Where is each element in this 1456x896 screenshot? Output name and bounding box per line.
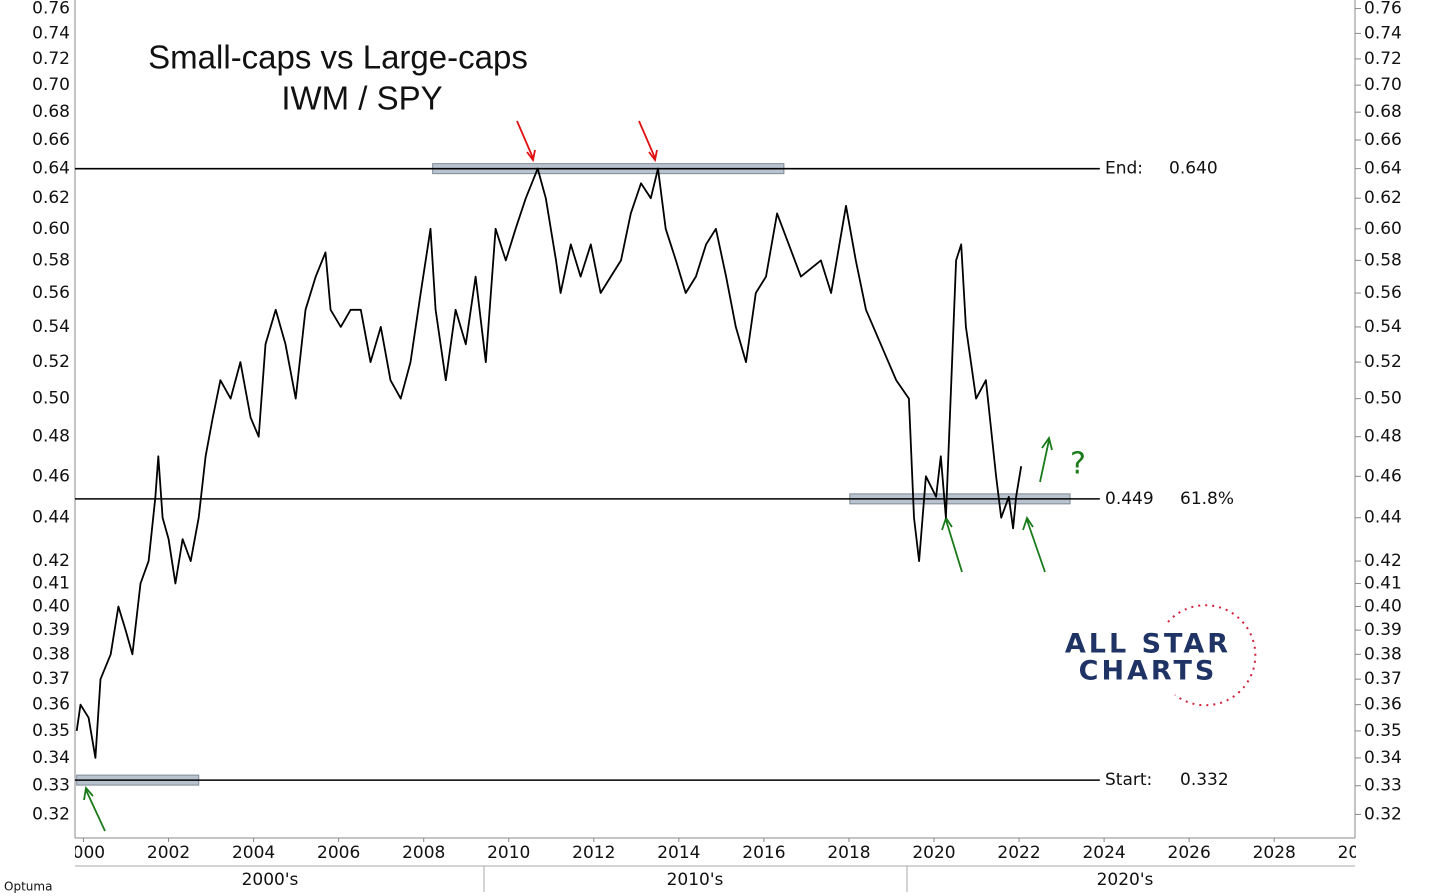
level-label: 0.640	[1169, 159, 1218, 179]
logo-text: CHARTS	[1079, 656, 1218, 687]
y-tick-label: 0.60	[32, 219, 70, 239]
level-label: Start:	[1105, 770, 1152, 790]
x-tick-label: 2012	[572, 843, 615, 863]
y2-tick-label: 0.62	[1364, 188, 1402, 208]
y2-tick-label: 0.74	[1364, 23, 1402, 43]
y2-tick-label: 0.64	[1364, 159, 1402, 179]
y-tick-label: 0.38	[32, 644, 70, 664]
y2-tick-label: 0.70	[1364, 75, 1402, 95]
arrows	[83, 120, 1053, 832]
source: Optuma	[4, 880, 52, 894]
y2-tick-label: 0.36	[1364, 695, 1402, 715]
x-tick-label: 2018	[827, 843, 870, 863]
y-tick-label: 0.52	[32, 352, 70, 372]
y2-tick-label: 0.44	[1364, 508, 1402, 528]
y2-tick-label: 0.50	[1364, 389, 1402, 409]
y2-tick-label: 0.76	[1364, 0, 1402, 19]
decade-label: 2010's	[667, 870, 724, 890]
y-tick-label: 0.58	[32, 250, 70, 270]
decade-label: 2000's	[242, 870, 299, 890]
y-tick-label: 0.76	[32, 0, 70, 19]
chart-subtitle: IWM / SPY	[281, 80, 442, 117]
chart-title: Small-caps vs Large-caps	[148, 39, 528, 76]
y-tick-label: 0.74	[32, 23, 70, 43]
y2-tick-label: 0.37	[1364, 669, 1402, 689]
y-tick-label: 0.64	[32, 159, 70, 179]
x-tick-label: 2000	[62, 843, 105, 863]
y2-tick-label: 0.60	[1364, 219, 1402, 239]
x-tick-label: 2028	[1253, 843, 1296, 863]
y2-tick-label: 0.35	[1364, 721, 1402, 741]
x-tick-label: 2002	[147, 843, 190, 863]
y2-tick-label: 0.48	[1364, 427, 1402, 447]
y-tick-label: 0.33	[32, 776, 70, 796]
y-tick-label: 0.46	[32, 466, 70, 486]
y-tick-label: 0.36	[32, 695, 70, 715]
y2-tick-label: 0.56	[1364, 283, 1402, 303]
y-tick-label: 0.41	[32, 574, 70, 594]
x-tick-label: 2010	[487, 843, 530, 863]
y-tick-label: 0.66	[32, 130, 70, 150]
y2-tick-label: 0.72	[1364, 49, 1402, 69]
y-tick-label: 0.37	[32, 669, 70, 689]
y2-tick-label: 0.52	[1364, 352, 1402, 372]
y-tick-label: 0.54	[32, 317, 70, 337]
x-tick-label: 2016	[742, 843, 785, 863]
y2-tick-label: 0.58	[1364, 250, 1402, 270]
y-tick-label: 0.48	[32, 427, 70, 447]
price-line	[75, 167, 1023, 759]
y-tick-label: 0.70	[32, 75, 70, 95]
y2-tick-label: 0.54	[1364, 317, 1402, 337]
y2-tick-label: 0.33	[1364, 776, 1402, 796]
y2-tick-label: 0.42	[1364, 551, 1402, 571]
y2-tick-label: 0.46	[1364, 466, 1402, 486]
x-tick-label: 2008	[402, 843, 445, 863]
y2-tick-label: 0.66	[1364, 130, 1402, 150]
y2-tick-label: 0.68	[1364, 102, 1402, 122]
level-label: 0.332	[1180, 770, 1229, 790]
level-label: 61.8%	[1180, 489, 1234, 509]
level-label: 0.449	[1105, 489, 1154, 509]
y2-tick-label: 0.38	[1364, 644, 1402, 664]
y-tick-label: 0.72	[32, 49, 70, 69]
y-tick-label: 0.68	[32, 102, 70, 122]
decade-label: 2020's	[1097, 870, 1154, 890]
y2-tick-label: 0.41	[1364, 574, 1402, 594]
y2-tick-label: 0.40	[1364, 597, 1402, 617]
x-tick-label: 2024	[1082, 843, 1125, 863]
x-tick-label: 2030	[1338, 843, 1381, 863]
y-tick-label: 0.56	[32, 283, 70, 303]
y-tick-label: 0.50	[32, 389, 70, 409]
y-tick-label: 0.35	[32, 721, 70, 741]
x-tick-label: 2006	[317, 843, 360, 863]
x-tick-label: 2020	[912, 843, 955, 863]
annotation: ?	[1070, 447, 1086, 482]
y-tick-label: 0.62	[32, 188, 70, 208]
y2-tick-label: 0.34	[1364, 748, 1402, 768]
y2-tick-label: 0.32	[1364, 804, 1402, 824]
logo-text: ALL STAR	[1065, 629, 1231, 660]
y-tick-label: 0.42	[32, 551, 70, 571]
x-tick-label: 2022	[997, 843, 1040, 863]
x-ticks: 2000 2002 2004 2006 2008 2010 2012 2014 2016 2018…	[62, 838, 1381, 863]
y-tick-label: 0.32	[32, 804, 70, 824]
y-tick-label: 0.39	[32, 620, 70, 640]
y-tick-label: 0.34	[32, 748, 70, 768]
y2-tick-label: 0.39	[1364, 620, 1402, 640]
x-tick-label: 2014	[657, 843, 700, 863]
y-tick-label: 0.44	[32, 508, 70, 528]
x-tick-label: 2004	[232, 843, 275, 863]
logo-ring	[1167, 604, 1257, 707]
x-tick-label: 2026	[1168, 843, 1211, 863]
y-tick-label: 0.40	[32, 597, 70, 617]
level-label: End:	[1105, 159, 1143, 179]
